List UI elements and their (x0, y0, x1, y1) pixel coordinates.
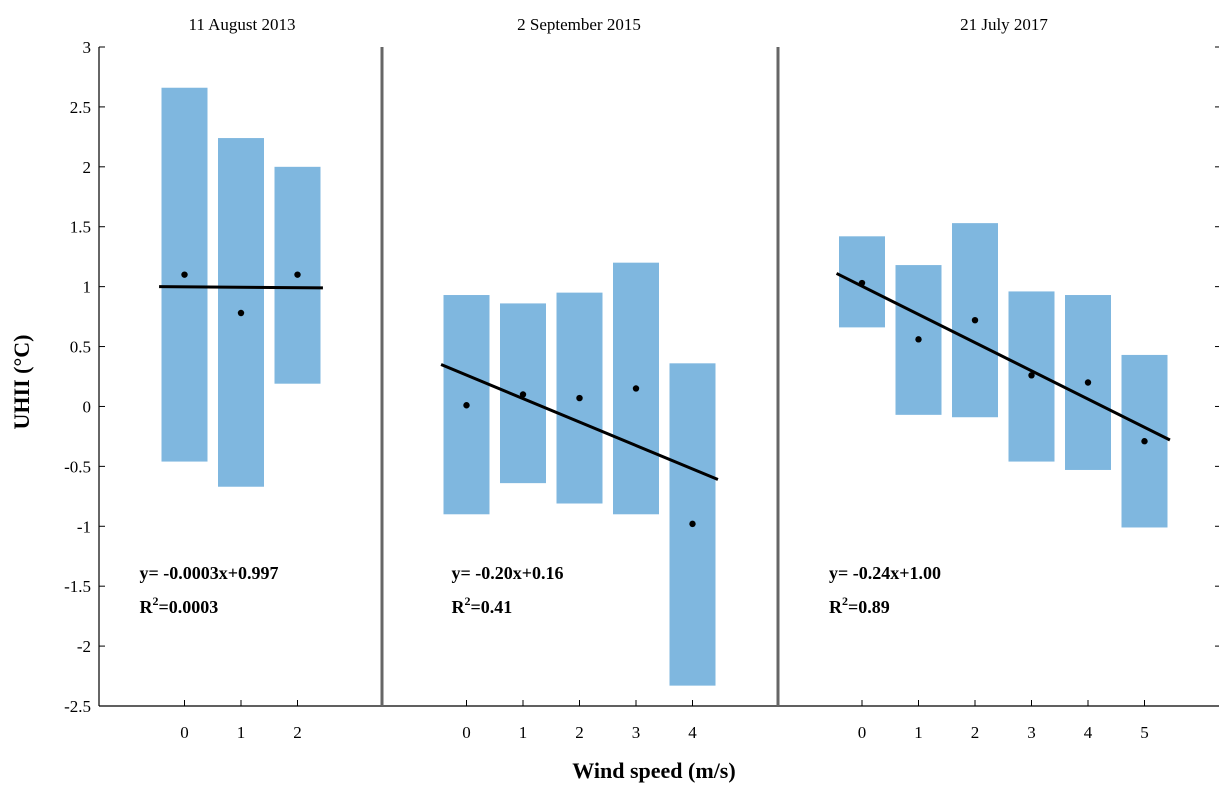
r-squared-prefix: R (829, 597, 843, 617)
y-tick-label: 2.5 (70, 98, 91, 117)
r-squared-label: R2=0.89 (829, 594, 890, 617)
plot-frame (98, 46, 1219, 707)
x-tick-label: 4 (1084, 723, 1093, 742)
mean-point (858, 279, 866, 287)
x-tick-label: 3 (632, 723, 641, 742)
regression-equation: y= -0.0003x+0.997 (140, 563, 279, 583)
y-tick-label: 1 (83, 278, 92, 297)
mean-point (1141, 438, 1148, 445)
panel-title: 2 September 2015 (517, 15, 641, 34)
mean-point (689, 520, 696, 528)
mean-point (519, 391, 527, 398)
mean-point (632, 385, 640, 392)
r-squared-label: R2=0.41 (452, 594, 513, 617)
r-squared-superscript: 2 (153, 594, 159, 608)
regression-line (159, 285, 323, 290)
panel-title: 21 July 2017 (960, 15, 1048, 34)
r-squared-value: =0.41 (471, 597, 513, 617)
y-tick-label: -2.5 (64, 697, 91, 716)
y-tick-label: 2 (83, 158, 92, 177)
y-tick-label: 0 (83, 397, 92, 416)
x-tick-label: 1 (914, 723, 923, 742)
r-squared-superscript: 2 (842, 594, 848, 608)
x-tick-label: 2 (293, 723, 302, 742)
y-tick-label: -1 (77, 517, 91, 536)
x-tick-label: 0 (180, 723, 189, 742)
r-squared-value: =0.89 (848, 597, 890, 617)
bars-layer (161, 87, 1168, 686)
r-squared-prefix: R (452, 597, 466, 617)
x-tick-label: 3 (1027, 723, 1036, 742)
mean-point (1084, 379, 1092, 386)
regression-line (835, 272, 1171, 442)
x-tick-label: 1 (237, 723, 246, 742)
mean-point (915, 336, 922, 343)
regression-equation: y= -0.20x+0.16 (452, 563, 564, 583)
panel-title: 11 August 2013 (188, 15, 295, 34)
x-axis-title: Wind speed (m/s) (572, 758, 735, 783)
y-tick-label: 0.5 (70, 338, 91, 357)
y-axis-title: UHII (°C) (9, 335, 34, 430)
x-tick-label: 4 (688, 723, 697, 742)
y-tick-label: -2 (77, 637, 91, 656)
y-tick-label: 1.5 (70, 218, 91, 237)
x-tick-label: 0 (462, 723, 471, 742)
r-squared-value: =0.0003 (159, 597, 219, 617)
x-tick-label: 2 (575, 723, 584, 742)
y-tick-label: -0.5 (64, 457, 91, 476)
mean-point (237, 309, 245, 317)
mean-point (181, 271, 188, 278)
mean-point (971, 316, 979, 324)
mean-points-layer (181, 271, 1148, 528)
fit-lines-layer (159, 272, 1171, 481)
r-squared-label: R2=0.0003 (140, 594, 219, 617)
mean-point (463, 402, 470, 409)
x-tick-label: 5 (1140, 723, 1149, 742)
r-squared-superscript: 2 (465, 594, 471, 608)
x-tick-label: 2 (971, 723, 980, 742)
mean-point (294, 271, 301, 278)
y-tick-label: -1.5 (64, 577, 91, 596)
r-squared-prefix: R (140, 597, 154, 617)
mean-point (1028, 372, 1035, 379)
labels-layer: 3 2.5 2 1.5 1 0.5 0 -0.5 -1 -1.5 -2 -2.5 11 August 2… (64, 15, 1149, 742)
regression-line (440, 363, 719, 481)
mean-point (576, 394, 583, 402)
x-tick-label: 0 (858, 723, 867, 742)
x-tick-label: 1 (519, 723, 528, 742)
regression-equation: y= -0.24x+1.00 (829, 563, 941, 583)
y-tick-label: 3 (83, 38, 92, 57)
